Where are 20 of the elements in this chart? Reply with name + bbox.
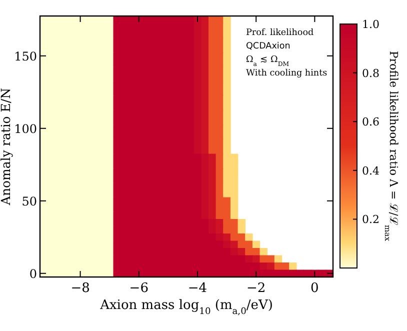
annotation: Ω$_{a}$ ≲ Ω$_{DM}$ — [246, 55, 290, 68]
color-bar-label: 0.4 — [362, 164, 380, 178]
y-tick-label: 50 — [22, 194, 37, 208]
x-tick-label: −2 — [246, 281, 266, 296]
x-tick-label: −6 — [129, 281, 148, 296]
y-tick-label: 0 — [29, 266, 37, 281]
annotation: With cooling hints — [246, 68, 328, 78]
annotation: Prof. likelihood — [246, 28, 314, 38]
x-tick-label: 0 — [310, 281, 319, 296]
annotation: QCDAxion — [246, 42, 290, 52]
y-axis-title: Anomaly ratio E/N — [0, 88, 13, 206]
x-axis-title: Axion mass log$_{10}$ (m$_{a,0}$/eV) — [99, 298, 273, 317]
x-tick-label: −4 — [188, 281, 208, 296]
color-bar-label: 0.2 — [362, 213, 380, 226]
color-bar-label: 0.6 — [362, 116, 380, 129]
y-tick-label: 150 — [14, 49, 37, 64]
color-bar-label: 1.0 — [362, 18, 380, 31]
color-bar-label: 0.8 — [362, 66, 380, 80]
y-tick-label: 100 — [14, 122, 37, 136]
x-tick-label: −8 — [70, 281, 90, 296]
